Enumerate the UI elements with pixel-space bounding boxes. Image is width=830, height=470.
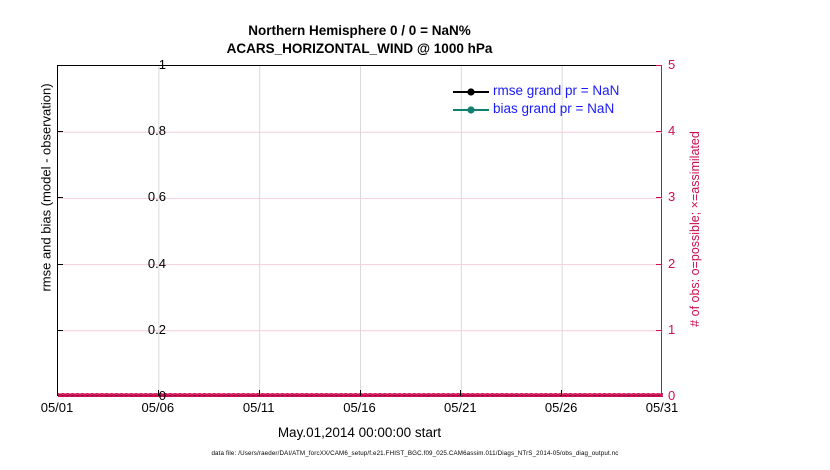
legend-item-label: rmse grand pr = NaN <box>493 83 620 98</box>
chart-title-line1: Northern Hemisphere 0 / 0 = NaN% <box>248 23 471 38</box>
x-tick-mark <box>460 390 462 396</box>
chart-title: Northern Hemisphere 0 / 0 = NaN% ACARS_H… <box>57 22 662 58</box>
plot-area <box>57 65 663 397</box>
gridlines <box>58 66 663 397</box>
y-tick-label-right: 0 <box>668 388 676 403</box>
y-tick-label-left: 0.4 <box>147 255 166 271</box>
legend-item-label: bias grand pr = NaN <box>493 101 615 116</box>
y-tick-label-left: 0 <box>158 388 166 403</box>
x-tick-label: 05/01 <box>40 400 74 415</box>
y-tick-label-right: 1 <box>668 321 676 337</box>
y-tick-mark-left <box>57 65 63 66</box>
y-tick-label-left: 1 <box>158 57 166 72</box>
y-tick-mark-right <box>656 197 662 199</box>
y-tick-mark-right <box>656 329 662 331</box>
x-tick-label: 05/11 <box>242 400 275 415</box>
x-tick-mark <box>258 390 260 396</box>
x-tick-mark <box>157 390 159 396</box>
x-tick-mark <box>561 390 563 396</box>
legend-item[interactable]: rmse grand pr = NaN <box>452 82 652 100</box>
data-file-footer: data file: /Users/raeder/DAI/ATM_forcXX/… <box>211 450 619 457</box>
y-axis-label-left: rmse and bias (model - observation) <box>38 83 54 292</box>
x-tick-label: 05/26 <box>544 400 578 415</box>
y-tick-mark-right <box>656 65 662 66</box>
x-tick-label: 05/06 <box>141 400 175 415</box>
y-tick-mark-right <box>656 263 662 265</box>
y-tick-mark-left <box>57 197 63 199</box>
y-tick-label-right: 2 <box>668 255 676 271</box>
x-tick-label: 05/31 <box>645 400 679 415</box>
x-tick-label: 05/21 <box>444 400 477 415</box>
y-tick-label-left: 0.8 <box>147 123 166 139</box>
legend-marker-icon <box>452 103 490 115</box>
y-tick-label-right: 5 <box>668 57 676 72</box>
x-axis-label: May.01,2014 00:00:00 start <box>277 425 442 440</box>
chart-title-line2: ACARS_HORIZONTAL_WIND @ 1000 hPa <box>226 41 493 56</box>
x-tick-label: 05/16 <box>343 400 376 415</box>
y-tick-label-right: 4 <box>668 123 676 139</box>
y-tick-mark-left <box>57 263 63 265</box>
y-tick-mark-left <box>57 329 63 331</box>
x-tick-mark <box>359 390 361 396</box>
y-tick-label-left: 0.6 <box>147 189 166 205</box>
y-tick-mark-right <box>656 131 662 133</box>
legend-marker-icon <box>452 85 490 97</box>
legend-item[interactable]: bias grand pr = NaN <box>452 100 652 118</box>
y-tick-label-right: 3 <box>668 189 676 205</box>
y-tick-label-left: 0.2 <box>147 321 166 337</box>
y-tick-mark-left <box>57 131 63 133</box>
chart-legend: rmse grand pr = NaN bias grand pr = NaN <box>452 82 652 118</box>
